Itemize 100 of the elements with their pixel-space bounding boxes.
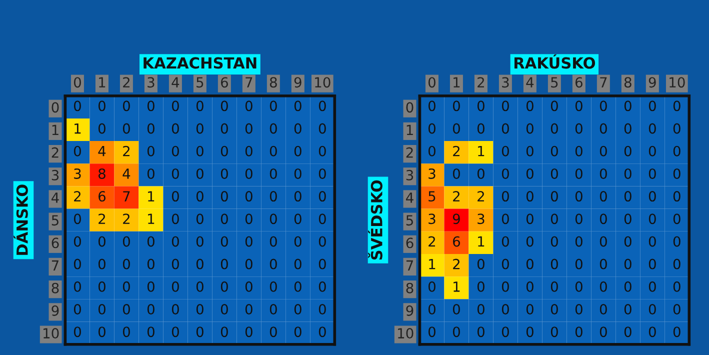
data-label: 0 — [245, 191, 252, 202]
data-label: 0 — [648, 191, 656, 202]
data-label: 0 — [526, 258, 534, 270]
data-label: 0 — [502, 214, 509, 224]
data-label: 0 — [428, 326, 436, 338]
data-label: 0 — [196, 326, 204, 338]
x-tick-label: 3 — [502, 77, 509, 88]
x-tick-label: 5 — [551, 77, 558, 88]
y-tick-label: 4 — [52, 192, 59, 203]
data-label: 0 — [245, 123, 252, 134]
data-label: 0 — [648, 258, 656, 270]
data-label: 0 — [624, 123, 632, 134]
data-label: 0 — [600, 281, 607, 292]
x-tick-label: 7 — [246, 77, 252, 88]
data-label: 0 — [294, 146, 302, 156]
data-label: 0 — [98, 304, 106, 314]
data-label: 0 — [318, 214, 326, 224]
data-label: 0 — [575, 236, 582, 247]
data-label: 0 — [196, 258, 204, 270]
data-label: 0 — [575, 304, 582, 314]
data-label: 0 — [172, 258, 179, 270]
data-label: 0 — [172, 236, 179, 247]
data-label: 0 — [270, 214, 277, 224]
data-label: 0 — [526, 146, 534, 156]
data-label: 0 — [575, 326, 582, 338]
data-label: 0 — [477, 258, 484, 270]
data-label: 0 — [526, 191, 534, 202]
data-label: 0 — [648, 281, 656, 292]
y-tick-label: 3 — [52, 170, 59, 180]
data-label: 0 — [74, 236, 81, 247]
data-label: 0 — [648, 123, 656, 134]
y-tick-label: 2 — [406, 147, 413, 158]
data-label: 0 — [600, 123, 607, 134]
data-label: 0 — [673, 326, 680, 338]
x-tick-label: 4 — [526, 77, 534, 88]
data-label: 3 — [74, 168, 81, 179]
data-label: 0 — [673, 281, 680, 292]
data-label: 0 — [550, 326, 558, 338]
data-label: 0 — [648, 100, 656, 112]
data-label: 0 — [220, 326, 228, 338]
data-label: 1 — [74, 123, 81, 134]
x-tick-label: 4 — [172, 77, 180, 88]
data-label: 0 — [318, 168, 326, 179]
data-label: 0 — [673, 168, 680, 179]
data-label: 0 — [502, 146, 509, 156]
x-tick-label: 8 — [624, 77, 632, 88]
data-label: 0 — [600, 304, 607, 314]
data-label: 0 — [575, 123, 582, 134]
data-label: 0 — [245, 281, 252, 292]
y-tick-label: 8 — [52, 282, 59, 294]
data-label: 0 — [575, 100, 582, 112]
data-label: 0 — [526, 281, 534, 292]
data-label: 0 — [318, 281, 326, 292]
data-label: 0 — [452, 168, 460, 179]
data-label: 0 — [98, 236, 106, 247]
data-label: 0 — [245, 236, 252, 247]
x-axis-title: RAKÚSKO — [514, 54, 596, 69]
y-tick-label: 0 — [52, 102, 59, 113]
data-label: 0 — [452, 123, 460, 134]
data-label: 0 — [428, 146, 436, 156]
data-label: 0 — [172, 146, 179, 156]
data-label: 2 — [123, 146, 130, 156]
data-label: 0 — [98, 258, 106, 270]
data-label: 1 — [148, 214, 154, 224]
y-tick-label: 8 — [406, 282, 414, 294]
data-label: 0 — [172, 123, 179, 134]
data-label: 0 — [526, 168, 534, 179]
data-label: 0 — [147, 123, 154, 134]
data-label: 0 — [294, 258, 302, 270]
data-label: 0 — [122, 123, 130, 134]
y-tick-label: 5 — [406, 215, 413, 226]
y-tick-label: 1 — [406, 124, 413, 136]
x-axis-title: KAZACHSTAN — [144, 57, 256, 69]
data-label: 0 — [575, 214, 582, 224]
data-label: 2 — [428, 236, 435, 247]
x-tick-label: 0 — [428, 77, 436, 88]
data-label: 0 — [318, 326, 326, 338]
data-label: 0 — [196, 281, 204, 292]
data-label: 0 — [172, 304, 179, 314]
data-label: 0 — [673, 258, 680, 270]
data-label: 0 — [220, 304, 228, 314]
x-tick-label: 1 — [454, 77, 460, 88]
y-axis-title: DÁNSKO — [14, 184, 28, 255]
data-label: 0 — [550, 123, 558, 134]
data-label: 0 — [196, 236, 204, 247]
data-label: 0 — [270, 258, 277, 270]
data-label: 6 — [98, 191, 106, 202]
data-label: 3 — [478, 214, 484, 224]
data-label: 0 — [428, 304, 436, 314]
y-tick-label: 5 — [52, 215, 58, 226]
data-label: 0 — [147, 281, 154, 292]
data-label: 0 — [270, 281, 277, 292]
x-tick-label: 8 — [270, 77, 277, 88]
data-label: 0 — [624, 146, 632, 156]
data-label: 0 — [624, 168, 632, 179]
data-label: 0 — [172, 100, 179, 112]
y-tick-label: 9 — [406, 305, 414, 316]
data-label: 0 — [220, 236, 228, 247]
x-tick-label: 9 — [648, 77, 656, 88]
y-tick-label: 3 — [406, 170, 414, 180]
